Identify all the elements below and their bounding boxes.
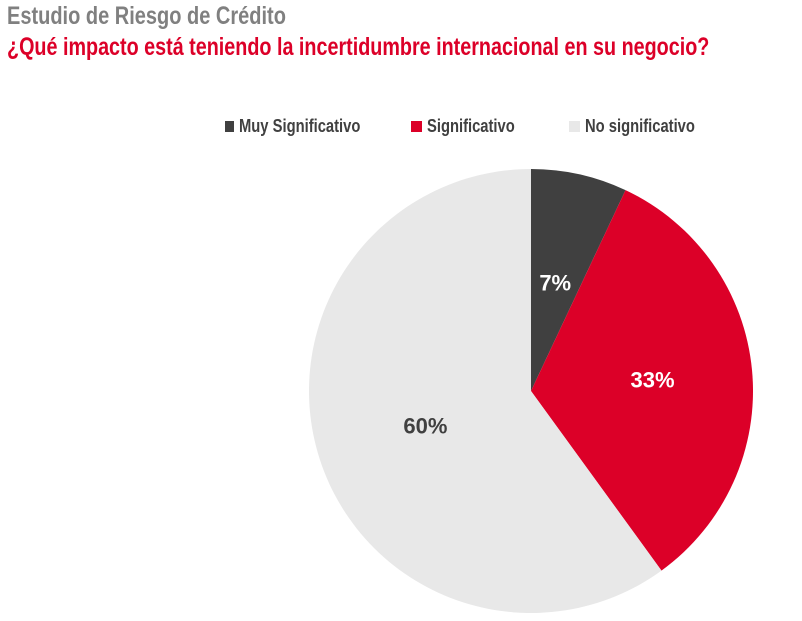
chart-title: Estudio de Riesgo de Crédito (7, 2, 286, 30)
legend-item-no-significativo: No significativo (569, 116, 719, 137)
legend-swatch (411, 121, 422, 132)
legend-label: No significativo (585, 116, 695, 136)
legend-swatch (225, 121, 234, 132)
data-label: 60% (403, 413, 447, 438)
legend-swatch (569, 121, 580, 132)
legend-label: Muy Significativo (238, 116, 361, 136)
data-label: 7% (539, 271, 571, 296)
legend-item-muy-significativo: Muy Significativo (225, 116, 387, 137)
pie-slice-muy-significativo (531, 169, 626, 391)
data-label: 33% (631, 368, 675, 393)
chart-subtitle: ¿Qué impacto está teniendo la incertidum… (7, 33, 710, 61)
pie-slice-no-significativo (308, 168, 662, 613)
legend-item-significativo: Significativo (411, 116, 545, 137)
legend: Muy Significativo Significativo No signi… (225, 116, 743, 137)
pie-slice-significativo (531, 190, 753, 571)
legend-label: Significativo (427, 116, 515, 136)
